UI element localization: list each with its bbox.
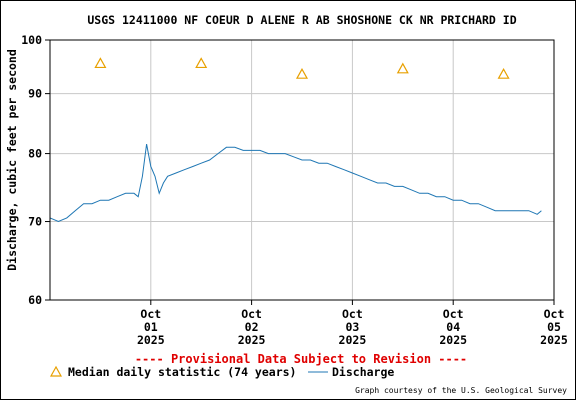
series-layer — [49, 57, 542, 223]
x-tick-label: 03 — [345, 320, 359, 334]
grid-lines — [50, 40, 554, 300]
x-axis-ticks: Oct012025Oct022025Oct032025Oct042025Oct0… — [137, 300, 568, 347]
plot-area — [49, 39, 555, 301]
x-tick-label: Oct — [241, 307, 262, 321]
x-tick-label: 2025 — [540, 333, 568, 347]
credit-text: Graph courtesy of the U.S. Geological Su… — [355, 386, 567, 395]
y-tick-label: 100 — [21, 33, 42, 47]
y-tick-label: 90 — [28, 87, 42, 101]
y-tick-label: 80 — [28, 147, 42, 161]
x-tick-label: 2025 — [339, 333, 367, 347]
median-triangle-marker — [497, 67, 510, 79]
median-triangle-marker — [295, 67, 309, 79]
chart-title: USGS 12411000 NF COEUR D ALENE R AB SHOS… — [87, 13, 516, 27]
x-tick-label: 2025 — [439, 333, 467, 347]
x-tick-label: 2025 — [137, 333, 165, 347]
provisional-note: ---- Provisional Data Subject to Revisio… — [135, 352, 467, 366]
median-triangle-marker — [94, 57, 107, 69]
median-triangle-marker — [195, 57, 208, 69]
x-tick-label: Oct — [544, 307, 565, 321]
y-tick-label: 60 — [28, 293, 42, 307]
x-tick-label: 02 — [245, 320, 259, 334]
x-tick-label: 04 — [446, 320, 460, 334]
x-tick-label: 01 — [144, 320, 158, 334]
y-axis-label: Discharge, cubic feet per second — [5, 49, 19, 271]
x-tick-label: Oct — [140, 307, 161, 321]
x-tick-label: Oct — [443, 307, 464, 321]
y-axis-ticks: 60 70 80 90 100 — [21, 33, 50, 307]
x-tick-label: 05 — [547, 320, 561, 334]
legend-triangle-icon — [49, 365, 63, 377]
x-tick-label: 2025 — [238, 333, 266, 347]
x-tick-label: Oct — [342, 307, 363, 321]
y-tick-label: 70 — [28, 215, 42, 229]
legend-median-label: Median daily statistic (74 years) — [68, 365, 296, 379]
median-triangle-marker — [396, 62, 409, 74]
discharge-line — [49, 144, 542, 223]
legend-discharge-label: Discharge — [332, 365, 394, 379]
legend: Median daily statistic (74 years) Discha… — [49, 365, 394, 379]
